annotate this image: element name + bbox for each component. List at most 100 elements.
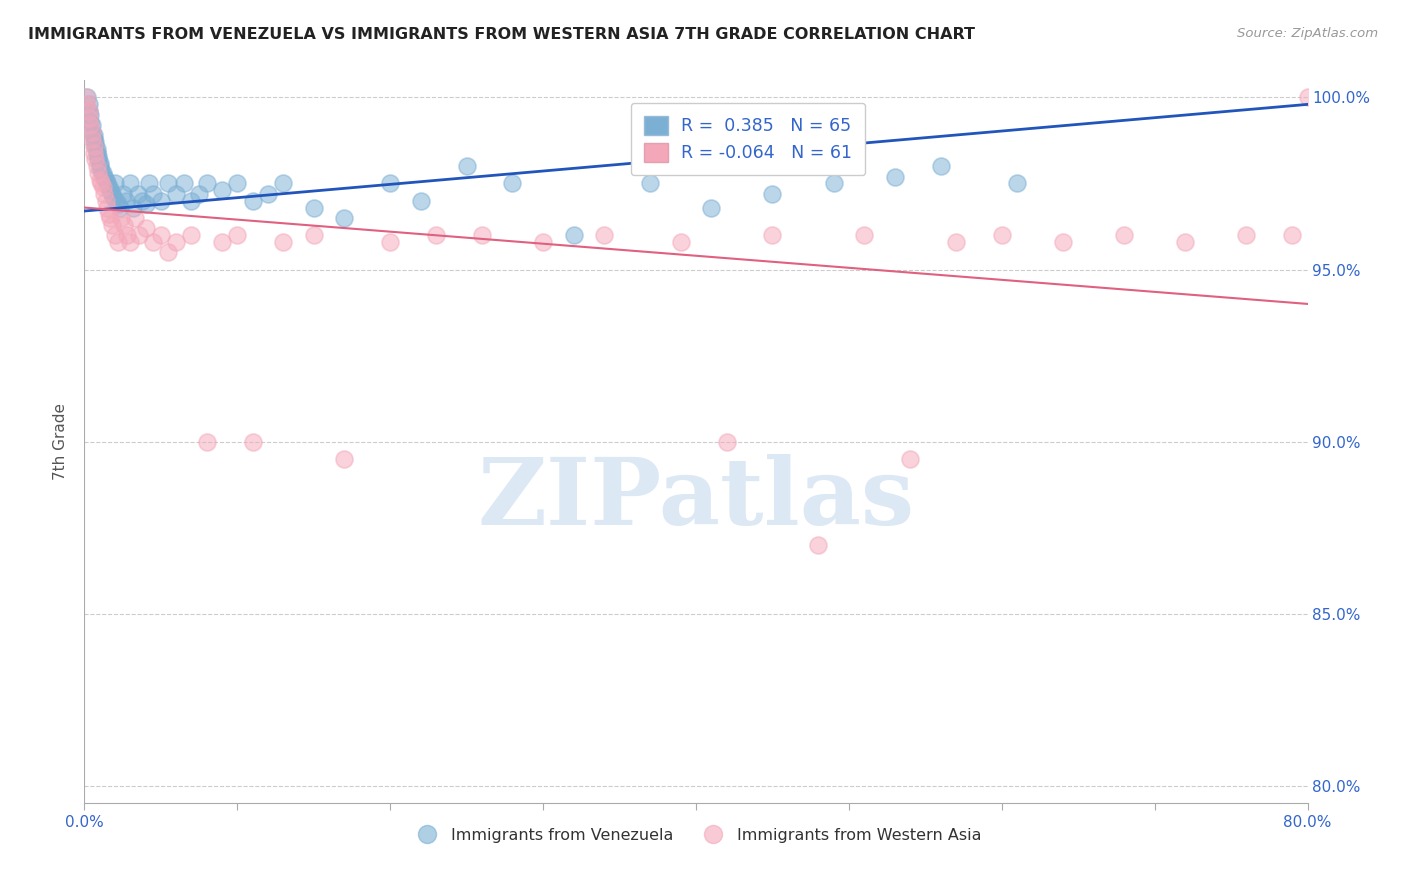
Text: IMMIGRANTS FROM VENEZUELA VS IMMIGRANTS FROM WESTERN ASIA 7TH GRADE CORRELATION : IMMIGRANTS FROM VENEZUELA VS IMMIGRANTS … — [28, 27, 976, 42]
Point — [226, 228, 249, 243]
Point — [104, 228, 127, 243]
Point — [195, 434, 218, 449]
Point — [96, 201, 118, 215]
Point — [79, 118, 101, 132]
Point — [84, 135, 107, 149]
Point — [83, 132, 105, 146]
Point — [127, 186, 149, 201]
Point — [135, 197, 157, 211]
Point — [502, 177, 524, 191]
Point — [86, 145, 108, 160]
Point — [149, 228, 172, 243]
Point — [991, 228, 1014, 243]
Point — [180, 194, 202, 208]
Point — [807, 538, 830, 552]
Point — [101, 218, 124, 232]
Point — [96, 177, 118, 191]
Point — [142, 186, 165, 201]
Point — [271, 235, 294, 249]
Text: Source: ZipAtlas.com: Source: ZipAtlas.com — [1237, 27, 1378, 40]
Point — [75, 90, 97, 104]
Point — [471, 228, 494, 243]
Point — [173, 177, 195, 191]
Point — [112, 218, 135, 232]
Point — [110, 211, 132, 225]
Point — [103, 190, 125, 204]
Point — [165, 186, 187, 201]
Point — [93, 186, 115, 201]
Point — [97, 207, 120, 221]
Point — [700, 201, 723, 215]
Point — [761, 228, 783, 243]
Point — [180, 228, 202, 243]
Point — [898, 451, 921, 466]
Point — [83, 138, 105, 153]
Point — [91, 166, 114, 180]
Point — [242, 434, 264, 449]
Point — [1005, 177, 1028, 191]
Point — [380, 177, 402, 191]
Point — [87, 166, 110, 180]
Point — [409, 194, 432, 208]
Point — [87, 149, 110, 163]
Point — [111, 186, 134, 201]
Point — [302, 201, 325, 215]
Point — [80, 125, 103, 139]
Point — [226, 177, 249, 191]
Point — [79, 108, 101, 122]
Point — [89, 173, 111, 187]
Point — [107, 197, 129, 211]
Point — [77, 111, 100, 125]
Point — [94, 194, 117, 208]
Point — [80, 125, 103, 139]
Point — [945, 235, 967, 249]
Point — [883, 169, 905, 184]
Point — [93, 169, 115, 184]
Point — [157, 245, 180, 260]
Point — [90, 162, 112, 177]
Point — [1174, 235, 1197, 249]
Point — [114, 194, 136, 208]
Point — [1114, 228, 1136, 243]
Point — [120, 177, 142, 191]
Point — [124, 211, 146, 225]
Y-axis label: 7th Grade: 7th Grade — [53, 403, 69, 480]
Point — [89, 159, 111, 173]
Point — [77, 104, 100, 119]
Text: ZIPatlas: ZIPatlas — [478, 454, 914, 544]
Point — [562, 228, 585, 243]
Point — [638, 177, 661, 191]
Point — [242, 194, 264, 208]
Point — [165, 235, 187, 249]
Point — [76, 90, 98, 104]
Legend: Immigrants from Venezuela, Immigrants from Western Asia: Immigrants from Venezuela, Immigrants fr… — [405, 822, 987, 849]
Point — [77, 104, 100, 119]
Point — [91, 180, 114, 194]
Point — [149, 194, 172, 208]
Point — [105, 194, 128, 208]
Point — [531, 235, 554, 249]
Point — [257, 186, 280, 201]
Point — [1281, 228, 1303, 243]
Point — [142, 235, 165, 249]
Point — [716, 434, 738, 449]
Point — [115, 228, 138, 243]
Point — [135, 221, 157, 235]
Point — [97, 180, 120, 194]
Point — [77, 97, 100, 112]
Point — [761, 186, 783, 201]
Point — [853, 228, 876, 243]
Point — [122, 201, 145, 215]
Point — [86, 142, 108, 156]
Point — [128, 228, 150, 243]
Point — [1052, 235, 1074, 249]
Point — [86, 159, 108, 173]
Point — [120, 235, 142, 249]
Point — [333, 451, 356, 466]
Point — [271, 177, 294, 191]
Point — [108, 201, 131, 215]
Point — [79, 114, 101, 128]
Point — [211, 235, 233, 249]
Point — [1296, 90, 1319, 104]
Point — [94, 173, 117, 187]
